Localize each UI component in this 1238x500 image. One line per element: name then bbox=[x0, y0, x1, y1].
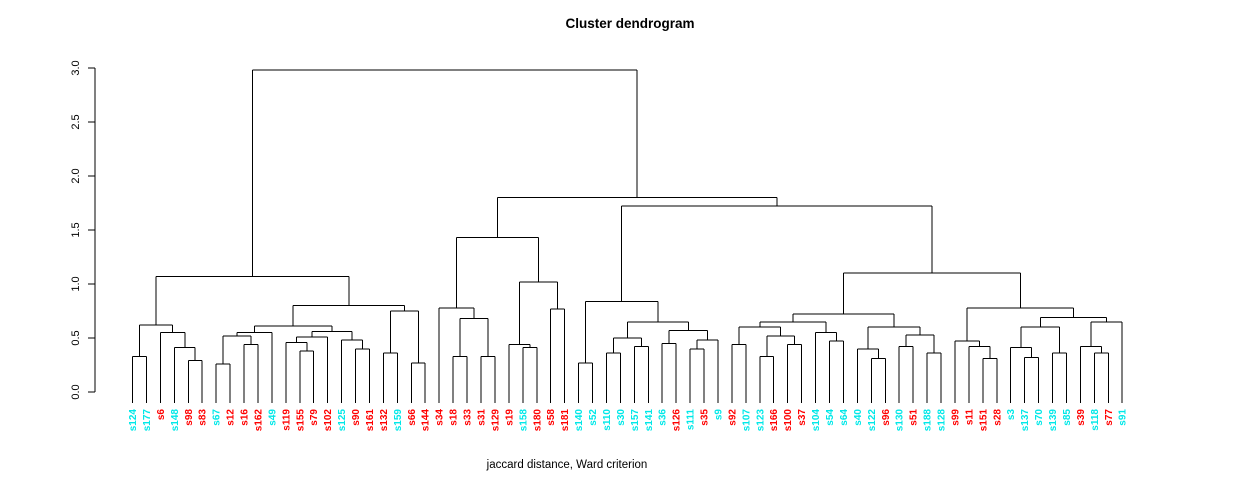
leaf-label: s77 bbox=[1104, 409, 1115, 426]
leaf-label: s70 bbox=[1034, 409, 1045, 426]
leaf-label: s66 bbox=[407, 409, 418, 426]
leaf-label: s37 bbox=[797, 409, 808, 426]
leaf-label: s79 bbox=[309, 409, 320, 426]
leaf-label: s119 bbox=[281, 409, 292, 431]
leaf-label: s9 bbox=[713, 409, 724, 421]
leaf-label: s123 bbox=[755, 409, 766, 432]
leaf-label: s30 bbox=[616, 409, 627, 426]
leaf-label: s6 bbox=[156, 409, 167, 421]
leaf-label: s58 bbox=[546, 409, 557, 426]
leaf-label: s157 bbox=[630, 409, 641, 432]
leaf-labels: s124 s177 s6 s148 s98 s83 s67 s12 s16 s162 s49 s119… bbox=[128, 409, 1129, 432]
leaf-label: s96 bbox=[881, 409, 892, 426]
leaf-label: s16 bbox=[240, 409, 251, 426]
y-axis: 0.0 0.5 1.0 1.5 2.0 2.5 3.0 bbox=[70, 60, 96, 400]
leaf-label: s126 bbox=[672, 409, 683, 432]
leaf-label: s104 bbox=[811, 409, 822, 432]
leaf-label: s54 bbox=[825, 409, 836, 426]
leaf-label: s102 bbox=[323, 409, 334, 432]
leaf-label: s92 bbox=[727, 409, 738, 426]
leaf-label: s90 bbox=[351, 409, 362, 426]
leaf-label: s83 bbox=[198, 409, 209, 426]
leaf-label: s122 bbox=[867, 409, 878, 432]
leaf-label: s158 bbox=[518, 409, 529, 432]
leaf-label: s39 bbox=[1076, 409, 1087, 426]
leaf-label: s33 bbox=[463, 409, 474, 426]
leaf-label: s11 bbox=[964, 409, 975, 426]
leaf-label: s141 bbox=[644, 409, 655, 432]
leaf-label: s148 bbox=[170, 409, 181, 432]
plot-title: Cluster dendrogram bbox=[565, 16, 695, 31]
leaf-label: s177 bbox=[142, 409, 153, 432]
leaf-label: s129 bbox=[490, 409, 501, 432]
leaf-label: s111 bbox=[686, 409, 697, 431]
leaf-label: s3 bbox=[1006, 409, 1017, 421]
leaf-label: s107 bbox=[741, 409, 752, 432]
leaf-label: s124 bbox=[128, 409, 139, 432]
leaf-label: s35 bbox=[700, 409, 711, 426]
leaf-label: s19 bbox=[504, 409, 515, 426]
leaf-label: s40 bbox=[853, 409, 864, 426]
leaf-label: s132 bbox=[379, 409, 390, 432]
leaf-label: s161 bbox=[365, 409, 376, 432]
leaf-label: s118 bbox=[1090, 409, 1101, 431]
y-axis-tick-label: 1.5 bbox=[70, 222, 82, 237]
leaf-label: s34 bbox=[435, 409, 446, 426]
leaf-label: s18 bbox=[449, 409, 460, 426]
leaf-label: s12 bbox=[226, 409, 237, 426]
leaf-label: s144 bbox=[421, 409, 432, 432]
y-axis-tick-label: 2.5 bbox=[70, 114, 82, 129]
leaf-label: s110 bbox=[602, 409, 613, 431]
y-axis-tick-label: 0.0 bbox=[70, 384, 82, 399]
leaf-label: s85 bbox=[1062, 409, 1073, 426]
leaf-label: s51 bbox=[909, 409, 920, 426]
leaf-label: s130 bbox=[895, 409, 906, 432]
leaf-label: s140 bbox=[574, 409, 585, 432]
leaf-label: s162 bbox=[253, 409, 264, 432]
leaf-label: s31 bbox=[477, 409, 488, 426]
leaf-label: s28 bbox=[992, 409, 1003, 426]
dendrogram-lines bbox=[132, 69, 1123, 403]
leaf-label: s67 bbox=[212, 409, 223, 426]
leaf-label: s52 bbox=[588, 409, 599, 426]
leaf-label: s166 bbox=[769, 409, 780, 432]
leaf-label: s128 bbox=[937, 409, 948, 432]
leaf-label: s91 bbox=[1118, 409, 1129, 426]
y-axis-tick-label: 0.5 bbox=[70, 330, 82, 345]
leaf-label: s151 bbox=[978, 409, 989, 432]
leaf-label: s64 bbox=[839, 409, 850, 426]
leaf-label: s36 bbox=[658, 409, 669, 426]
leaf-label: s125 bbox=[337, 409, 348, 432]
leaf-label: s98 bbox=[184, 409, 195, 426]
x-axis-caption: jaccard distance, Ward criterion bbox=[486, 459, 648, 471]
leaf-label: s100 bbox=[783, 409, 794, 432]
y-axis-tick-label: 3.0 bbox=[70, 60, 82, 75]
y-axis-tick-label: 2.0 bbox=[70, 168, 82, 183]
leaf-label: s181 bbox=[560, 409, 571, 432]
leaf-label: s137 bbox=[1020, 409, 1031, 432]
leaf-label: s180 bbox=[532, 409, 543, 432]
leaf-label: s49 bbox=[267, 409, 278, 426]
leaf-label: s99 bbox=[950, 409, 961, 426]
leaf-label: s188 bbox=[923, 409, 934, 432]
leaf-label: s139 bbox=[1048, 409, 1059, 432]
leaf-label: s159 bbox=[393, 409, 404, 432]
leaf-label: s155 bbox=[295, 409, 306, 432]
y-axis-tick-label: 1.0 bbox=[70, 276, 82, 291]
